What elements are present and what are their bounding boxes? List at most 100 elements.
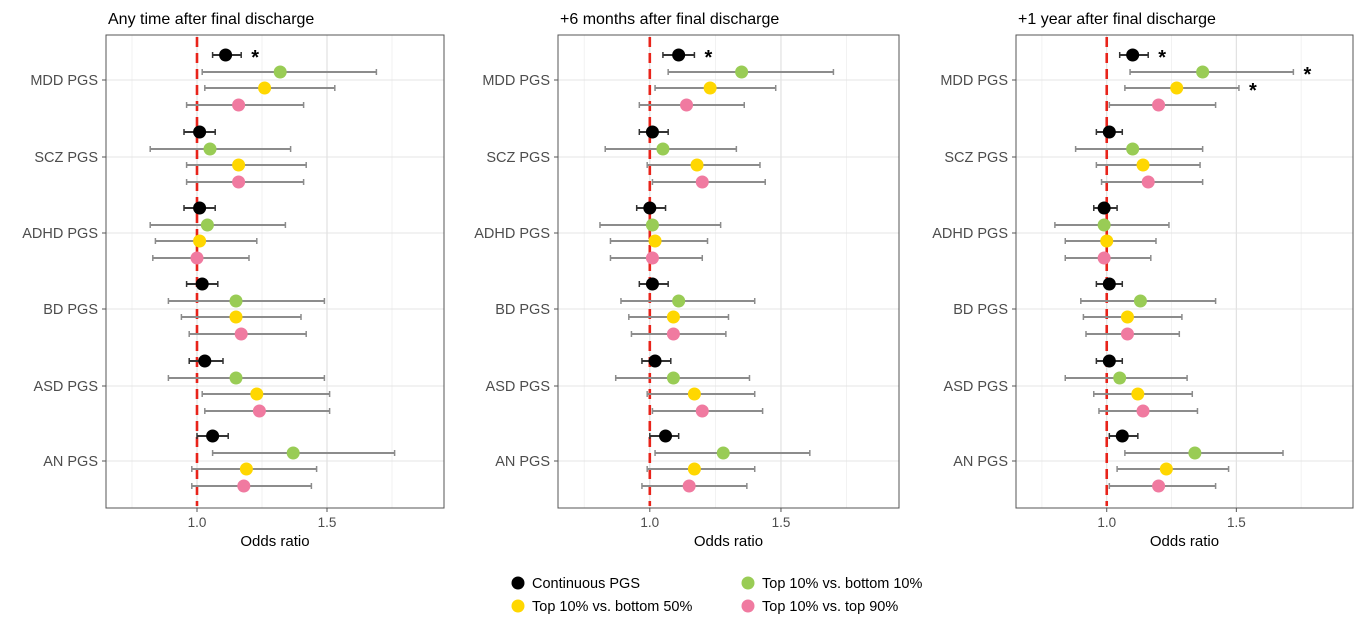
panel-3-mdd-pgs-top-10-vs-bottom-10-point — [1196, 65, 1210, 79]
legend-label-top-10-vs-bottom-10: Top 10% vs. bottom 10% — [762, 576, 922, 592]
panel-1-bd-pgs-top-10-vs-bottom-10-point — [229, 294, 243, 308]
panel-1-adhd-pgs-top-10-vs-bottom-10-point — [200, 218, 214, 232]
panel-1-an-pgs-top-10-vs-bottom-10-point — [286, 446, 300, 460]
panel-2-an-pgs-top-10-vs-top-90-point — [682, 479, 696, 493]
panel-3-mdd-pgs-top-10-vs-bottom-50-point — [1170, 81, 1184, 95]
panel-1-category-label-bd-pgs: BD PGS — [43, 302, 98, 318]
panel-2-mdd-pgs-continuous-pgs-significance-marker: * — [705, 47, 713, 69]
panel-3-category-label-bd-pgs: BD PGS — [953, 302, 1008, 318]
panel-1-bd-pgs-top-10-vs-top-90-point — [234, 327, 248, 341]
panel-2-asd-pgs-top-10-vs-bottom-10-point — [666, 371, 680, 385]
panel-3-an-pgs-top-10-vs-bottom-10-point — [1188, 446, 1202, 460]
panel-3-bd-pgs-top-10-vs-bottom-50-point — [1120, 310, 1134, 324]
panel-3-adhd-pgs-continuous-pgs-point — [1097, 201, 1111, 215]
panel-3-asd-pgs-top-10-vs-top-90-point — [1136, 404, 1150, 418]
legend-marker-top-10-vs-top-90 — [741, 599, 755, 613]
panel-1-an-pgs-top-10-vs-bottom-50-point — [239, 462, 253, 476]
panel-1-mdd-pgs-top-10-vs-bottom-50-point — [258, 81, 272, 95]
panel-2-category-label-scz-pgs: SCZ PGS — [486, 150, 550, 166]
panel-1-scz-pgs-top-10-vs-top-90-point — [232, 175, 246, 189]
panel-2-scz-pgs-top-10-vs-bottom-10-point — [656, 142, 670, 156]
panel-2-scz-pgs-top-10-vs-bottom-50-point — [690, 158, 704, 172]
panel-3-category-label-scz-pgs: SCZ PGS — [944, 150, 1008, 166]
panel-3-mdd-pgs-continuous-pgs-point — [1126, 48, 1140, 62]
panel-1-title: Any time after final discharge — [108, 11, 314, 28]
panel-3-mdd-pgs-top-10-vs-top-90-point — [1152, 98, 1166, 112]
panel-3-category-label-an-pgs: AN PGS — [953, 454, 1008, 470]
panel-2-mdd-pgs-top-10-vs-bottom-50-point — [703, 81, 717, 95]
panel-3-scz-pgs-continuous-pgs-point — [1102, 125, 1116, 139]
panel-3-x-tick-label: 1.5 — [1227, 515, 1246, 530]
panel-3-bd-pgs-continuous-pgs-point — [1102, 277, 1116, 291]
panel-3-mdd-pgs-top-10-vs-bottom-10-significance-marker: * — [1303, 64, 1311, 86]
panel-2-adhd-pgs-top-10-vs-bottom-10-point — [645, 218, 659, 232]
panel-2-asd-pgs-top-10-vs-top-90-point — [695, 404, 709, 418]
panel-2-scz-pgs-continuous-pgs-point — [645, 125, 659, 139]
panel-2-mdd-pgs-continuous-pgs-point — [672, 48, 686, 62]
panel-2-category-label-mdd-pgs: MDD PGS — [482, 73, 550, 89]
panel-1-mdd-pgs-continuous-pgs-point — [219, 48, 233, 62]
panel-3-frame — [1015, 34, 1354, 509]
panel-3-category-label-adhd-pgs: ADHD PGS — [932, 226, 1008, 242]
panel-2-x-tick-label: 1.0 — [640, 515, 659, 530]
legend-marker-top-10-vs-bottom-10 — [741, 576, 755, 590]
panel-2-bd-pgs-top-10-vs-bottom-50-point — [666, 310, 680, 324]
panel-1-an-pgs-top-10-vs-top-90-point — [237, 479, 251, 493]
panel-3-asd-pgs-top-10-vs-bottom-10-point — [1113, 371, 1127, 385]
panel-1-mdd-pgs-continuous-pgs-significance-marker: * — [251, 47, 259, 69]
panel-1-asd-pgs-top-10-vs-top-90-point — [252, 404, 266, 418]
panel-3-adhd-pgs-top-10-vs-bottom-10-point — [1097, 218, 1111, 232]
panel-3-category-label-asd-pgs: ASD PGS — [944, 379, 1008, 395]
panel-2-category-label-an-pgs: AN PGS — [495, 454, 550, 470]
panel-1-scz-pgs-continuous-pgs-point — [193, 125, 207, 139]
panel-2-category-label-adhd-pgs: ADHD PGS — [474, 226, 550, 242]
legend-label-top-10-vs-top-90: Top 10% vs. top 90% — [762, 599, 898, 615]
panel-1-x-axis-label: Odds ratio — [240, 533, 309, 550]
panel-3-asd-pgs-continuous-pgs-point — [1102, 354, 1116, 368]
panel-3-title: +1 year after final discharge — [1018, 11, 1216, 28]
panel-1-category-label-scz-pgs: SCZ PGS — [34, 150, 98, 166]
panel-2-asd-pgs-top-10-vs-bottom-50-point — [687, 387, 701, 401]
panel-1-adhd-pgs-top-10-vs-top-90-point — [190, 251, 204, 265]
panel-1-mdd-pgs-top-10-vs-bottom-10-point — [273, 65, 287, 79]
panel-3-x-axis-label: Odds ratio — [1150, 533, 1219, 550]
panel-1-mdd-pgs-top-10-vs-top-90-point — [232, 98, 246, 112]
panel-1-category-label-an-pgs: AN PGS — [43, 454, 98, 470]
panel-2-mdd-pgs-top-10-vs-top-90-point — [680, 98, 694, 112]
panel-2-adhd-pgs-top-10-vs-top-90-point — [645, 251, 659, 265]
panel-3-x-tick-label: 1.0 — [1097, 515, 1116, 530]
panel-1-category-label-asd-pgs: ASD PGS — [34, 379, 98, 395]
panel-1-category-label-adhd-pgs: ADHD PGS — [22, 226, 98, 242]
panel-3-bd-pgs-top-10-vs-top-90-point — [1120, 327, 1134, 341]
panel-1-asd-pgs-top-10-vs-bottom-10-point — [229, 371, 243, 385]
panel-1-adhd-pgs-top-10-vs-bottom-50-point — [193, 234, 207, 248]
panel-3-an-pgs-continuous-pgs-point — [1115, 429, 1129, 443]
panel-2-frame — [557, 34, 900, 509]
legend-marker-continuous-pgs — [511, 576, 525, 590]
panel-1-adhd-pgs-continuous-pgs-point — [193, 201, 207, 215]
panel-1-scz-pgs-top-10-vs-bottom-50-point — [232, 158, 246, 172]
panel-3-scz-pgs-top-10-vs-bottom-50-point — [1136, 158, 1150, 172]
panel-2-x-tick-label: 1.5 — [772, 515, 791, 530]
panel-1-bd-pgs-top-10-vs-bottom-50-point — [229, 310, 243, 324]
panel-2-adhd-pgs-top-10-vs-bottom-50-point — [648, 234, 662, 248]
panel-1-frame — [105, 34, 445, 509]
panel-1-an-pgs-continuous-pgs-point — [206, 429, 220, 443]
panel-1-category-label-mdd-pgs: MDD PGS — [30, 73, 98, 89]
panel-2-title: +6 months after final discharge — [560, 11, 779, 28]
panel-3-scz-pgs-top-10-vs-top-90-point — [1141, 175, 1155, 189]
panel-1-x-tick-label: 1.0 — [188, 515, 207, 530]
panel-2-mdd-pgs-top-10-vs-bottom-10-point — [735, 65, 749, 79]
panel-2-bd-pgs-top-10-vs-bottom-10-point — [672, 294, 686, 308]
panel-2-asd-pgs-continuous-pgs-point — [648, 354, 662, 368]
panel-2-category-label-bd-pgs: BD PGS — [495, 302, 550, 318]
panel-3-asd-pgs-top-10-vs-bottom-50-point — [1131, 387, 1145, 401]
legend-label-top-10-vs-bottom-50: Top 10% vs. bottom 50% — [532, 599, 692, 615]
panel-3-an-pgs-top-10-vs-bottom-50-point — [1159, 462, 1173, 476]
panel-2-scz-pgs-top-10-vs-top-90-point — [695, 175, 709, 189]
panel-3-category-label-mdd-pgs: MDD PGS — [940, 73, 1008, 89]
panel-3-mdd-pgs-top-10-vs-bottom-50-significance-marker: * — [1249, 80, 1257, 102]
panel-2-an-pgs-top-10-vs-bottom-50-point — [687, 462, 701, 476]
